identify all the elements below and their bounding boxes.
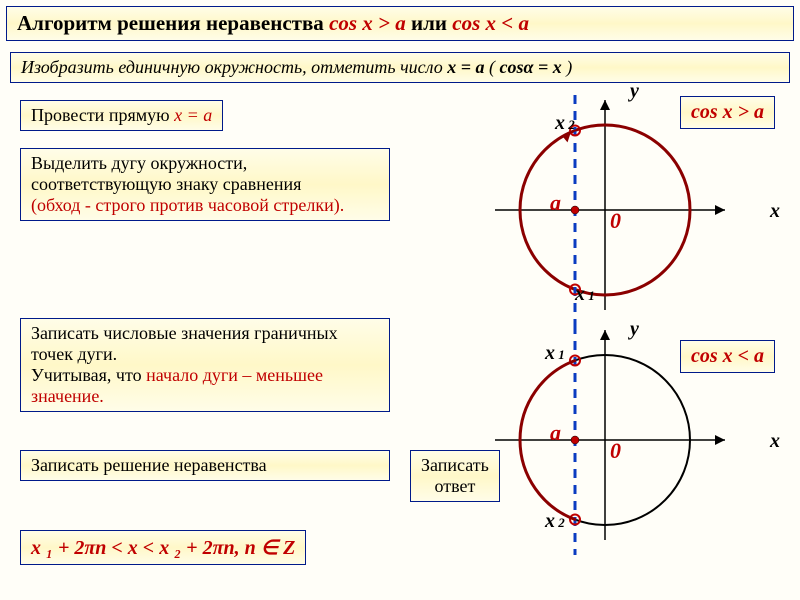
title-ineq1: cos x > a [329,11,406,35]
title-main: Алгоритм решения неравенства [17,11,329,35]
sub-t3: ( [489,57,495,77]
step1-t1: Провести прямую [31,105,174,125]
step1-t2: x = a [174,105,212,125]
sub-t2: x = a [447,57,484,77]
step4-t1: Записать решение неравенства [31,455,267,475]
step3: Записать числовые значения граничных точ… [20,318,390,412]
sub-t1: Изобразить единичную окружность, отметит… [21,57,447,77]
formula: x ₁ + 2πn < x < x ₂ + 2πn, n ∈ Z [20,530,306,565]
title: Алгоритм решения неравенства cos x > a и… [6,6,794,41]
step3-t1: Записать числовые значения граничных точ… [31,323,338,364]
step2-t2: (обход - строго против часовой стрелки). [31,195,344,215]
title-ineq2: cos x < a [452,11,529,35]
step1: Провести прямую x = a [20,100,223,131]
formula-text: x ₁ + 2πn < x < x ₂ + 2πn, n ∈ Z [31,537,295,559]
sub-t4: cosα = x [500,57,562,77]
title-mid: или [411,11,452,35]
step3-t2: Учитывая, что [31,365,146,385]
sub-t5: ) [566,57,572,77]
step4: Записать решение неравенства [20,450,390,481]
step2: Выделить дугу окружности, соответствующу… [20,148,390,221]
step2-t1: Выделить дугу окружности, соответствующу… [31,153,301,194]
subtitle: Изобразить единичную окружность, отметит… [10,52,790,83]
